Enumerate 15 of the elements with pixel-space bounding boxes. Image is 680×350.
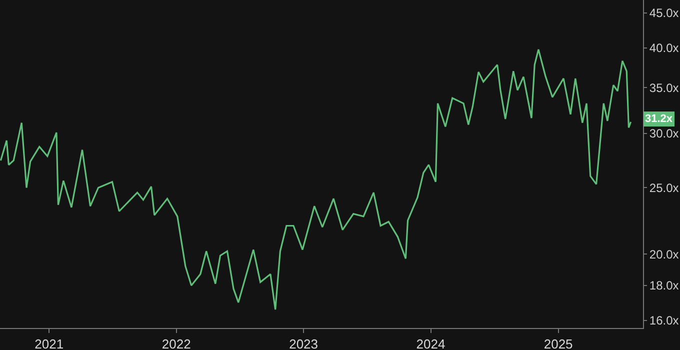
y-tick-label: 35.0x: [649, 80, 679, 95]
y-tick-label: 30.0x: [649, 126, 679, 141]
x-tick-label: 2022: [162, 336, 191, 350]
y-tick-label: 45.0x: [649, 6, 679, 20]
y-tick-label: 40.0x: [649, 41, 679, 56]
x-tick-label: 2025: [544, 336, 573, 350]
line-series: [0, 48, 632, 310]
x-tick-label: 2024: [416, 336, 446, 350]
y-tick-label: 16.0x: [649, 314, 679, 328]
x-tick-label: 2021: [34, 336, 64, 350]
y-tick-label: 25.0x: [649, 180, 679, 195]
x-tick-label: 2023: [289, 336, 318, 350]
annotation: 31.2x: [645, 113, 674, 125]
y-tick-label: 18.0x: [649, 278, 679, 293]
y-tick-label: 20.0x: [649, 247, 679, 262]
